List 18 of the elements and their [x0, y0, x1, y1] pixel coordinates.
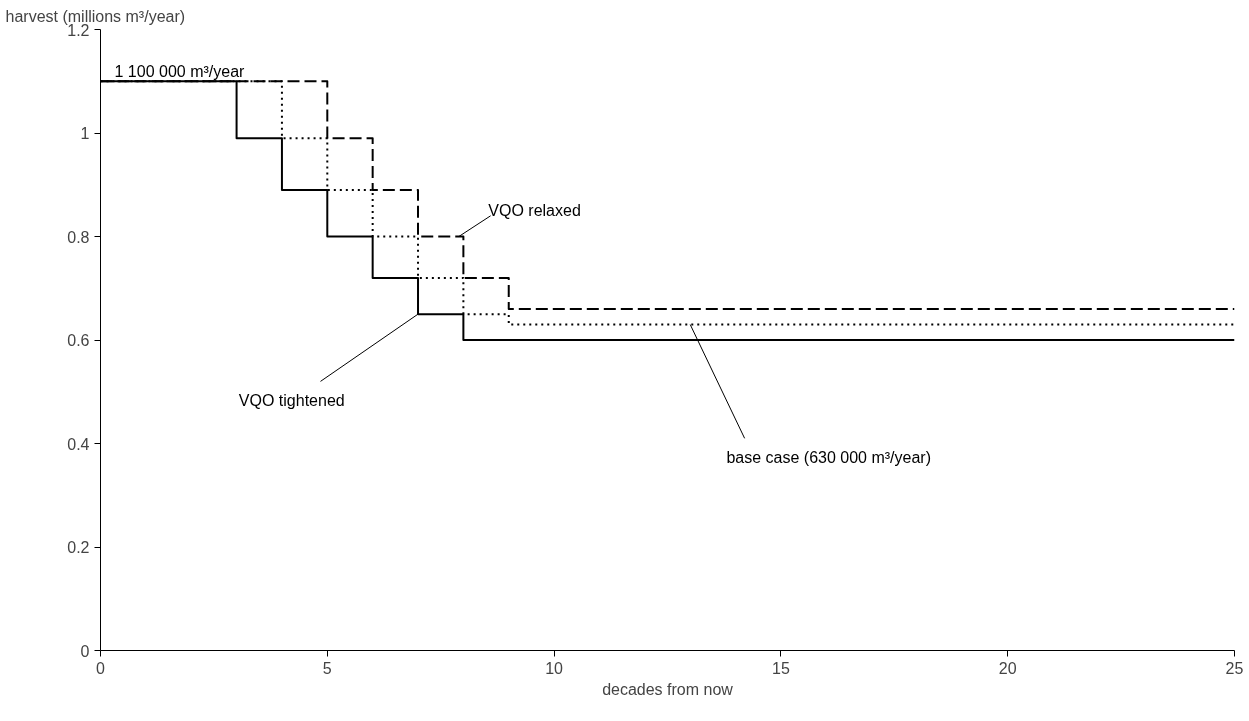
y-tick-label: 1: [80, 125, 90, 142]
text: base case (630 000 m³/year): [726, 448, 932, 466]
annotation: 1 100 000 m³/year: [114, 63, 246, 81]
x-tick-label: 25: [1225, 659, 1244, 677]
x-tick-label: 20: [998, 659, 1017, 677]
series-label: VQO relaxed: [488, 202, 581, 220]
x-tick-label: 5: [322, 659, 332, 677]
y-tick-label: 0.2: [67, 539, 90, 556]
x-tick-label: 15: [772, 659, 790, 677]
y-tick-label: 0.6: [67, 332, 90, 349]
y-tick-label: 0: [80, 642, 90, 660]
y-tick-label: 0.4: [67, 435, 90, 453]
text: VQO tightened: [238, 391, 345, 409]
x-tick-label: 0: [96, 659, 106, 677]
y-tick-label: 0.8: [67, 228, 90, 246]
y-axis-title: harvest (millions m³/year): [5, 7, 186, 25]
x-axis-title: decades from now: [602, 680, 734, 698]
x-tick-label: 10: [545, 659, 564, 677]
